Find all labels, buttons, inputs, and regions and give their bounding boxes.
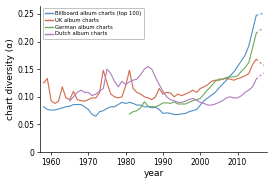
Legend: Billboard album charts (top 100), UK album charts, German album charts, Dutch al: Billboard album charts (top 100), UK alb… bbox=[43, 8, 144, 39]
X-axis label: year: year bbox=[144, 169, 164, 178]
Y-axis label: chart diversity (α): chart diversity (α) bbox=[5, 38, 14, 120]
